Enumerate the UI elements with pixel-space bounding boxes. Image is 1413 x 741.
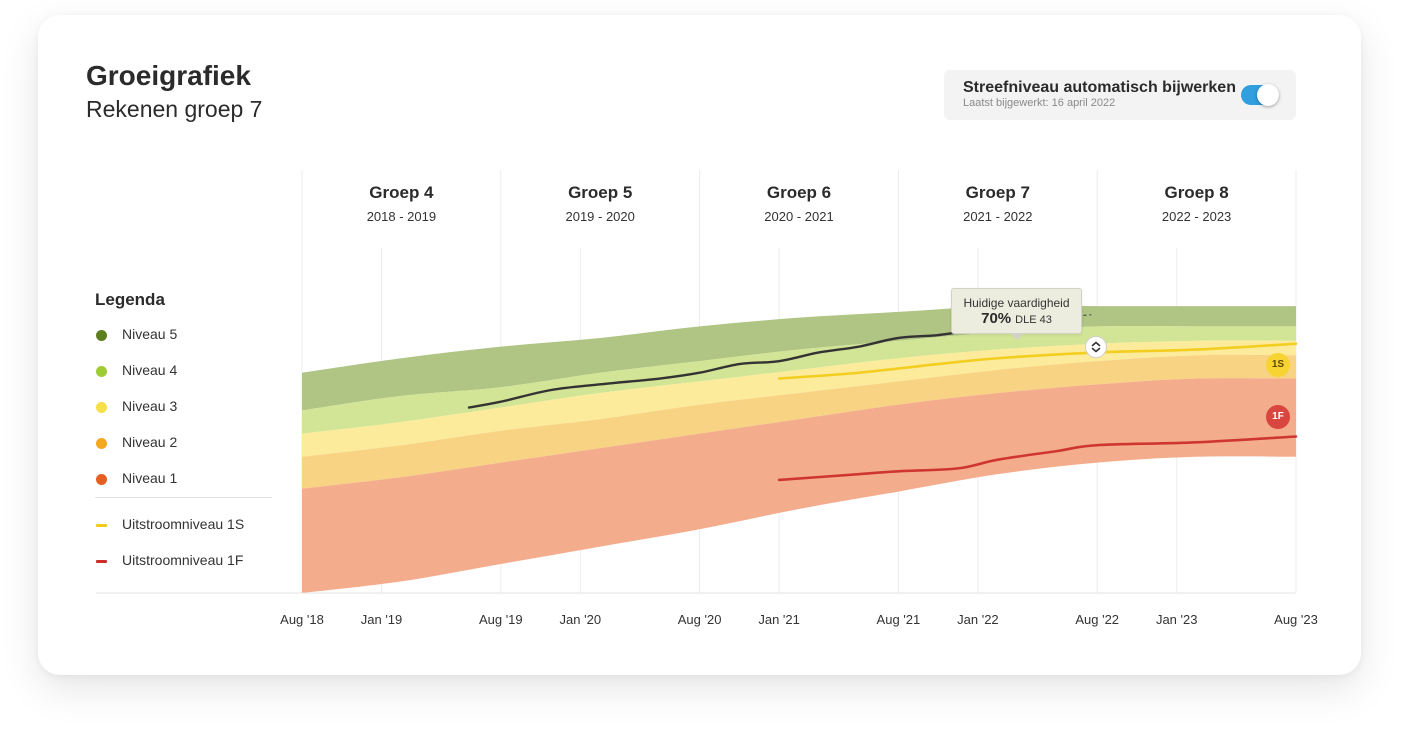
legend-item-niveau-1: Niveau 1 [95, 468, 272, 504]
x-tick-label: Jan '23 [1155, 612, 1198, 627]
chevron-up-down-icon [1091, 341, 1101, 353]
legend-item-niveau-2: Niveau 2 [95, 432, 272, 468]
badge-1s: 1S [1266, 353, 1290, 377]
legend-dot-icon [96, 402, 107, 413]
toggle-knob [1257, 84, 1279, 106]
x-tick-label: Aug '23 [1274, 612, 1318, 627]
skill-tooltip: Huidige vaardigheid 70% DLE 43 [951, 288, 1082, 340]
band-niveau-4 [302, 325, 1296, 434]
legend-dot-icon [96, 438, 107, 449]
group-name: Groep 7 [965, 183, 1030, 202]
legend-item-niveau-3: Niveau 3 [95, 396, 272, 432]
band-niveau-3 [302, 340, 1296, 457]
x-tick-label: Jan '19 [360, 612, 403, 627]
target-line-1s [777, 342, 1298, 380]
legend-dot-icon [96, 474, 107, 485]
group-name: Groep 5 [568, 183, 633, 202]
target-line-1f [777, 435, 1298, 482]
group-name: Groep 6 [766, 183, 832, 202]
legend: Legenda Niveau 5 Niveau 4 Niveau 3 Nivea… [95, 290, 272, 586]
tooltip-title: Huidige vaardigheid [963, 296, 1070, 310]
page-title: Groeigrafiek [86, 60, 251, 91]
x-tick-label: Jan '21 [758, 612, 800, 627]
legend-dot-icon [96, 366, 107, 377]
auto-update-toggle[interactable] [1241, 84, 1279, 106]
page-subtitle: Rekenen groep 7 [86, 96, 263, 122]
x-tick-label: Jan '20 [559, 612, 602, 627]
group-years: 2022 - 2023 [1161, 209, 1232, 224]
group-name: Groep 8 [1164, 183, 1229, 202]
x-tick-label: Aug '21 [876, 612, 921, 627]
legend-line-icon [96, 560, 107, 563]
legend-title: Legenda [95, 290, 165, 309]
legend-dot-icon [96, 330, 107, 341]
projection-stepper[interactable] [1085, 336, 1107, 358]
legend-item-niveau-4: Niveau 4 [95, 360, 272, 396]
tooltip-value: 70% [981, 310, 1012, 327]
legend-item-niveau-5: Niveau 5 [95, 324, 272, 360]
group-years: 2019 - 2020 [565, 209, 635, 224]
toggle-label: Streefniveau automatisch bijwerken [963, 79, 1236, 96]
band-niveau-1 [302, 378, 1296, 593]
x-tick-label: Aug '20 [677, 612, 722, 627]
badge-1f: 1F [1266, 405, 1290, 429]
x-tick-label: Aug '22 [1075, 612, 1120, 627]
group-name: Groep 4 [369, 183, 434, 202]
legend-line-icon [96, 524, 107, 527]
x-tick-label: Aug '18 [280, 612, 324, 627]
group-years: 2020 - 2021 [764, 209, 834, 224]
group-header: Groep 7 2021 - 2022 [898, 183, 1098, 224]
band-niveau-5 [302, 305, 1296, 411]
group-years: 2018 - 2019 [366, 209, 437, 224]
legend-divider [95, 497, 272, 498]
group-header: Groep 4 2018 - 2019 [301, 183, 501, 224]
legend-item-uitstroom-1s: Uitstroomniveau 1S [95, 514, 272, 550]
group-years: 2021 - 2022 [963, 209, 1033, 224]
group-header: Groep 8 2022 - 2023 [1097, 183, 1297, 224]
auto-update-setting: Streefniveau automatisch bijwerken Laats… [944, 70, 1296, 120]
x-tick-label: Jan '22 [957, 612, 999, 627]
band-niveau-2 [302, 354, 1296, 489]
last-updated-text: Laatst bijgewerkt: 16 april 2022 [963, 97, 1116, 109]
group-header: Groep 5 2019 - 2020 [500, 183, 700, 224]
tooltip-dle: DLE 43 [1015, 314, 1052, 326]
x-tick-label: Aug '19 [478, 612, 523, 627]
legend-item-uitstroom-1f: Uitstroomniveau 1F [95, 550, 272, 586]
group-header: Groep 6 2020 - 2021 [699, 183, 899, 224]
